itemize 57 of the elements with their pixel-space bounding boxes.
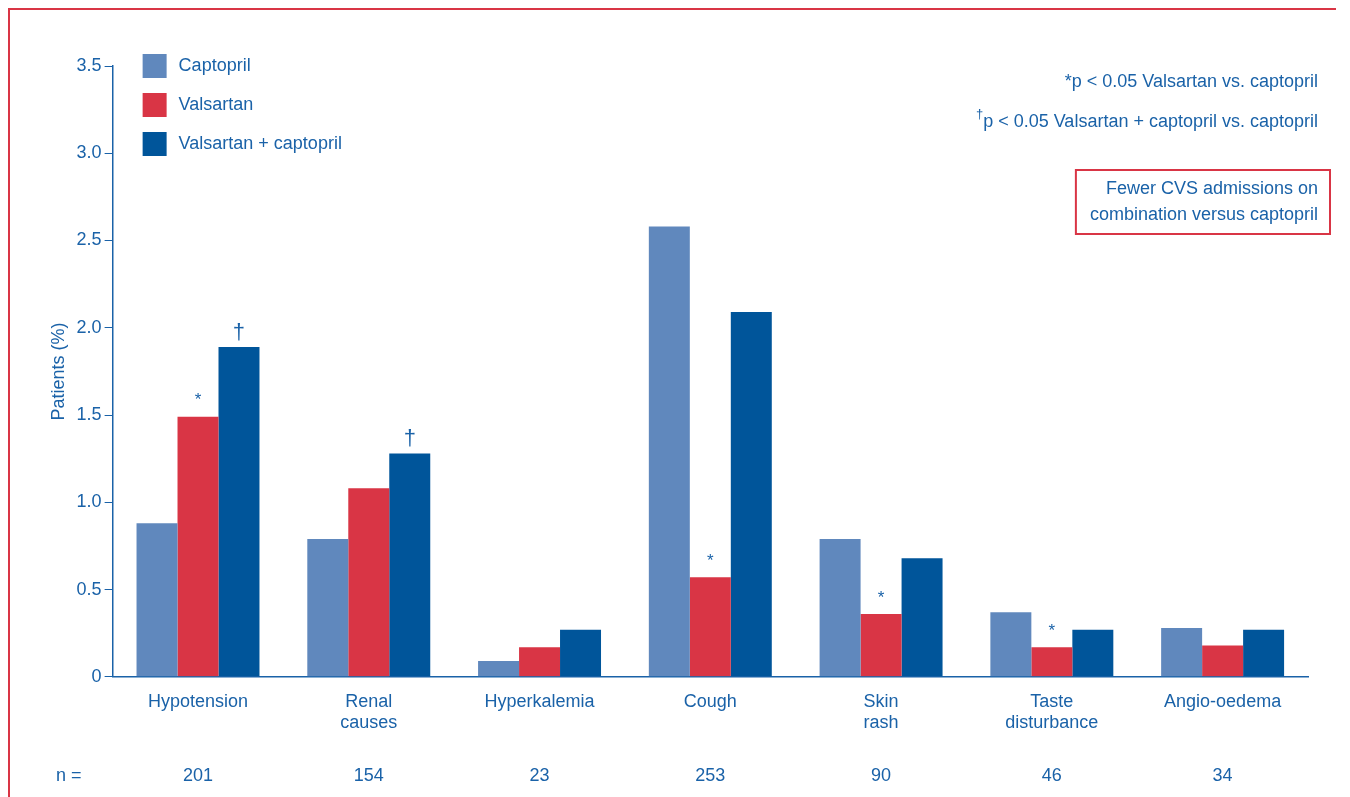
- bar: [819, 538, 861, 677]
- bar: [860, 613, 902, 677]
- x-tick-label: Hypotension: [147, 690, 249, 711]
- bar: [307, 538, 349, 677]
- annotation: *: [194, 390, 202, 410]
- x-tick-label: Renal causes: [340, 690, 398, 733]
- y-tick-label: 1.5: [76, 404, 102, 424]
- x-tick-label: Hyperkalemia: [484, 690, 596, 711]
- x-tick-label: Skin rash: [863, 690, 899, 733]
- x-tick-label: Taste disturbance: [1005, 690, 1099, 733]
- bar: [519, 647, 561, 677]
- x-tick-label: Cough: [683, 690, 737, 711]
- text: n =: [56, 764, 82, 785]
- bar: [1202, 645, 1244, 677]
- bar: [730, 312, 772, 677]
- text: 154: [353, 764, 384, 785]
- bar: [218, 346, 260, 677]
- annotation: *p < 0.05 Valsartan vs. captopril: [1064, 70, 1318, 91]
- x-tick-label: Angio-oedema: [1164, 690, 1283, 711]
- text: 201: [182, 764, 214, 785]
- y-tick-label: 3.5: [76, 54, 102, 75]
- y-tick-label: 0.5: [76, 578, 102, 599]
- bar: [689, 577, 731, 677]
- annotation: *: [707, 551, 714, 571]
- text: 34: [1212, 764, 1233, 785]
- annotation: *: [1048, 620, 1056, 640]
- legend-label: Valsartan: [178, 93, 254, 114]
- bar: [901, 558, 943, 677]
- bar: [389, 453, 431, 677]
- y-tick-label: 0: [91, 665, 102, 686]
- y-tick-label: 3.0: [76, 142, 102, 163]
- bar: [136, 523, 178, 677]
- legend-label: Captopril: [178, 54, 251, 75]
- y-tick-label: 2.0: [76, 316, 102, 337]
- bar: [1161, 627, 1203, 677]
- y-axis-title: Patients (%): [47, 322, 68, 421]
- bar: [1031, 647, 1073, 677]
- annotation: †: [403, 425, 416, 451]
- text: 46: [1041, 764, 1062, 785]
- legend-label: Valsartan + captopril: [178, 132, 342, 153]
- bar: [1243, 629, 1285, 677]
- annotation: Fewer CVS admissions on combination versus captopril: [1089, 177, 1319, 224]
- bar: [990, 612, 1032, 677]
- y-tick-label: 1.0: [76, 491, 102, 512]
- text: 23: [529, 764, 550, 785]
- y-tick-label: 2.5: [76, 229, 102, 250]
- bar: [1072, 629, 1114, 677]
- bar: [177, 416, 219, 677]
- text: 253: [695, 764, 726, 785]
- bar: [478, 661, 520, 677]
- annotation: *: [877, 587, 885, 607]
- bar: [648, 226, 690, 677]
- annotation: †p < 0.05 Valsartan + captopril vs. captopril: [975, 106, 1318, 131]
- text: 90: [871, 764, 892, 785]
- annotation: †: [232, 319, 246, 345]
- bar: [348, 488, 390, 677]
- bar: [560, 629, 602, 677]
